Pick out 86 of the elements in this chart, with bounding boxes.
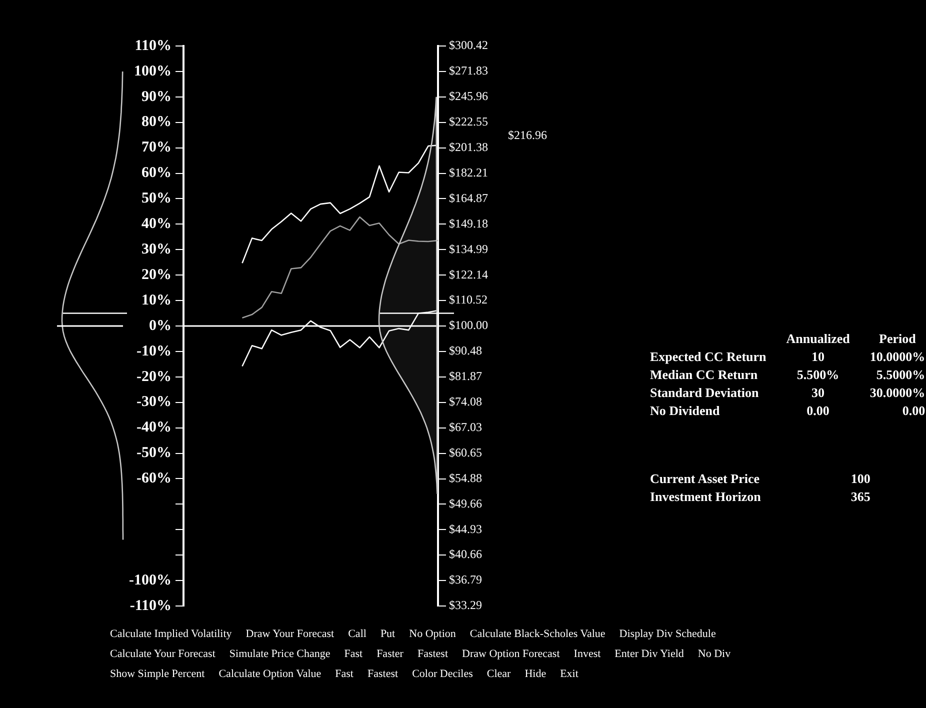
y-tick-label: -10% [136,343,172,360]
y2-tick-label: $81.87 [449,369,482,384]
y2-tick-label: $245.96 [449,89,488,104]
text: Hide [524,668,546,680]
y-tick-label: -110% [130,598,172,614]
y-tick-label: 90% [141,88,172,105]
text: Standard Deviation [649,384,760,402]
y2-tick-label: $134.99 [449,242,488,256]
text: 100 [850,470,872,488]
y2-tick-label: $271.83 [449,64,488,78]
y-tick-label: -20% [136,368,172,385]
y2-tick-label: $222.55 [449,114,488,129]
y-tick-label: 50% [141,190,172,207]
y2-tick-label: $54.88 [449,470,482,485]
y-tick-label: 70% [141,140,172,156]
text: Median CC Return [649,366,759,384]
y-tick-label: -30% [136,394,172,410]
text: Invest [574,648,601,660]
text: Display Div Schedule [619,628,716,640]
y-tick-label: 40% [141,216,172,232]
text: Show Simple Percent [110,668,205,680]
y-tick-label: -50% [136,445,172,462]
text: 30.0000% [868,384,926,402]
text: Draw Your Forecast [246,628,334,640]
y2-tick-label: $300.42 [449,38,488,52]
text: Fastest [417,648,448,660]
text: Annualized [785,330,851,348]
y2-tick-label: $74.08 [449,394,482,409]
y2-tick-label: $110.52 [449,292,488,307]
y-tick-label: -40% [136,420,172,436]
text: 10.0000% [868,348,926,366]
y2-tick-label: $90.48 [449,344,482,358]
y2-tick-label: $182.21 [449,165,488,180]
text: 5.500% [796,366,840,384]
text: Color Deciles [412,668,473,680]
text: No Div [698,648,731,660]
text: Simulate Price Change [229,648,330,660]
text: Clear [486,668,511,680]
y-tick-label: 10% [141,292,172,308]
text: No Option [409,628,456,640]
text: Fast [335,668,354,680]
y2-tick-label: $44.93 [449,522,482,536]
text: Enter Div Yield [614,648,684,660]
y-tick-label: 30% [141,242,172,258]
text: Investment Horizon [649,488,762,506]
text: Calculate Implied Volatility [110,628,232,640]
text: $216.96 [508,127,547,144]
y2-tick-label: $164.87 [449,190,488,205]
y2-tick-label: $49.66 [449,496,482,510]
text: Exit [560,668,578,680]
text: 10 [810,348,826,366]
y-tick-label: 80% [141,114,172,130]
y2-tick-label: $60.65 [449,445,482,460]
y-tick-label: -100% [128,572,172,588]
y-tick-label: -60% [136,470,172,487]
y-tick-label: 110% [134,38,172,54]
text: Call [348,628,366,640]
y-tick-label: 60% [141,165,172,182]
text: Current Asset Price [649,470,761,488]
text: Draw Option Forecast [462,648,560,660]
text: Faster [376,648,404,660]
text: Fast [344,648,363,660]
text: 365 [850,488,872,506]
y2-tick-label: $40.66 [449,547,482,562]
y2-tick-label: $36.79 [449,572,482,587]
y2-tick-label: $201.38 [449,140,488,154]
text: Period [878,330,917,348]
y-tick-label: 0% [148,318,172,334]
y2-tick-label: $100.00 [449,318,488,332]
text: Calculate Your Forecast [110,648,216,660]
text: 0.00 [806,402,830,420]
text: Calculate Option Value [218,668,322,680]
text: Expected CC Return [649,348,768,366]
y2-tick-label: $33.29 [449,598,482,612]
text: 5.5000% [875,366,926,384]
y2-tick-label: $67.03 [449,420,482,434]
text: Calculate Black-Scholes Value [470,628,606,640]
y2-tick-label: $149.18 [449,216,488,230]
y-tick-label: 100% [134,63,172,80]
text: 0.00 [901,402,926,420]
text: Put [380,628,396,640]
text: 30 [810,384,826,402]
y-tick-label: 20% [141,266,172,283]
text: Fastest [368,668,398,680]
y2-tick-label: $122.14 [449,267,488,282]
text: No Dividend [649,402,721,420]
